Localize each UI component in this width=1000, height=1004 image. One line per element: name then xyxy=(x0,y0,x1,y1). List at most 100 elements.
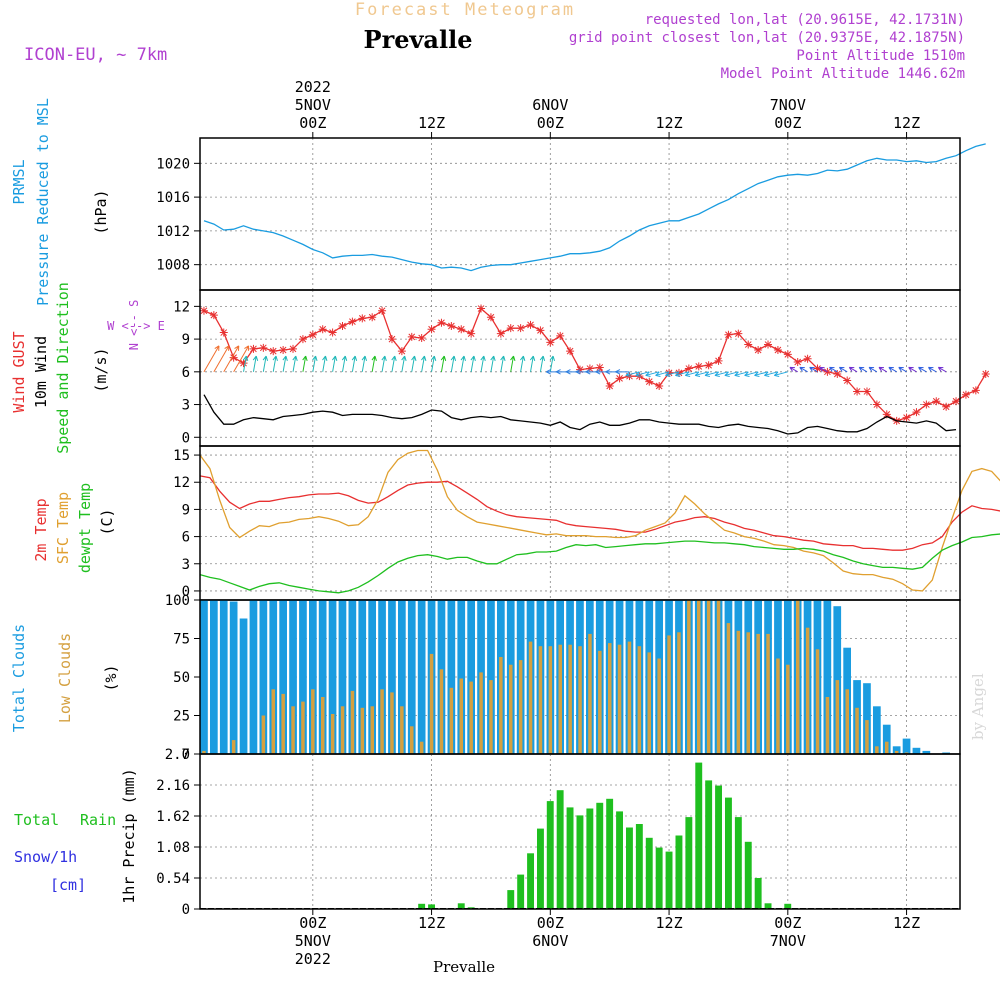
rain-bar xyxy=(566,807,574,909)
total-cloud-bar xyxy=(358,600,367,754)
rain-bar xyxy=(784,903,792,909)
wind-direction-arrow xyxy=(918,366,927,373)
wind-direction-arrow xyxy=(645,371,660,377)
rain-bar xyxy=(655,847,663,909)
rain-bar xyxy=(537,828,544,909)
low-cloud-bar xyxy=(459,678,463,754)
total-cloud-bar xyxy=(348,600,357,754)
y-tick-label: 75 xyxy=(173,632,190,648)
low-cloud-bar xyxy=(598,650,602,754)
gust-marker xyxy=(862,387,871,396)
gust-marker xyxy=(209,311,218,320)
bottom-time-label: 2022 xyxy=(295,950,331,968)
wind-direction-arrow xyxy=(694,371,709,377)
wind-labels: Wind GUST 10m Wind Speed and Direction (… xyxy=(10,282,165,454)
point-altitude: Point Altitude 1510m xyxy=(796,48,965,64)
gust-marker xyxy=(684,364,693,373)
low-cloud-bar xyxy=(756,633,760,754)
precip-labels: Total Rain Snow/1h [cm] 1hr Precip (mm) xyxy=(14,768,138,903)
temp-label-2: SFC Temp xyxy=(54,492,72,564)
gust-marker xyxy=(566,347,575,356)
y-tick-label: 25 xyxy=(173,709,190,725)
wind-direction-arrow xyxy=(519,355,526,372)
y-tick-label: 1008 xyxy=(156,258,190,274)
wind-direction-arrow xyxy=(361,355,368,372)
total-cloud-bar xyxy=(318,600,327,754)
low-cloud-bar xyxy=(865,720,869,754)
gust-marker xyxy=(942,402,951,411)
low-cloud-bar xyxy=(588,633,592,754)
total-cloud-bar xyxy=(259,600,268,754)
low-cloud-bar xyxy=(380,689,384,754)
wind-direction-arrow xyxy=(773,371,788,377)
top-time-label: 6NOV xyxy=(532,96,568,114)
low-cloud-bar xyxy=(894,750,899,754)
low-cloud-bar xyxy=(330,714,335,754)
clouds-panel: 0 25 50 75 100 xyxy=(165,593,961,763)
low-cloud-bar xyxy=(766,633,770,754)
rain-bar xyxy=(665,851,673,909)
pressure-labels: PRMSL Pressure Reduced to MSL (hPa) xyxy=(10,98,110,306)
requested-coords: requested lon,lat (20.9615E, 42.1731N) xyxy=(645,12,965,28)
gust-marker xyxy=(734,329,743,338)
wind-direction-arrow xyxy=(848,366,858,373)
low-cloud-bar xyxy=(538,646,543,754)
total-cloud-bar xyxy=(407,600,416,754)
bottom-time-label: 6NOV xyxy=(532,932,568,950)
watermark: by Angel xyxy=(969,673,987,740)
precip-label-snow: Snow/1h xyxy=(14,848,77,866)
gust-marker xyxy=(773,346,782,354)
wind-direction-arrow xyxy=(282,355,288,372)
gust-marker xyxy=(971,386,980,395)
gust-marker xyxy=(457,325,466,334)
gust-marker xyxy=(279,346,288,354)
wind-panel: 0 3 6 9 12 xyxy=(173,289,990,447)
total-cloud-bar xyxy=(447,600,456,754)
gust-marker xyxy=(249,344,258,353)
grid-point-coords: grid point closest lon,lat (20.9375E, 42… xyxy=(569,30,965,46)
rain-bar xyxy=(705,780,713,909)
gust-marker xyxy=(922,400,931,409)
wind-direction-arrow xyxy=(381,355,387,372)
wind-direction-arrow xyxy=(928,366,937,373)
y-tick-label: 3 xyxy=(182,557,190,573)
bottom-time-label: 7NOV xyxy=(770,932,806,950)
top-time-label: 00Z xyxy=(299,114,326,132)
gust-marker xyxy=(486,313,495,322)
wind-direction-arrow xyxy=(203,345,220,373)
y-tick-label: 3 xyxy=(182,398,190,414)
rain-bar xyxy=(556,790,564,909)
total-cloud-bar xyxy=(229,601,238,754)
rain-bar xyxy=(725,797,732,909)
wind-direction-arrow xyxy=(421,355,427,372)
top-time-label: 12Z xyxy=(656,114,683,132)
low-cloud-bar xyxy=(439,669,444,754)
low-cloud-bar xyxy=(518,660,523,754)
footer-location: Prevalle xyxy=(433,958,495,976)
y-tick-label: 9 xyxy=(182,502,190,518)
total-cloud-bar xyxy=(378,600,386,754)
gust-marker xyxy=(981,370,990,378)
low-cloud-bar xyxy=(568,644,572,754)
top-time-label: 12Z xyxy=(418,114,445,132)
total-cloud-bar xyxy=(467,600,475,754)
rain-bar xyxy=(626,827,633,909)
y-tick-label: 2.7 xyxy=(165,747,190,763)
total-cloud-bar xyxy=(239,618,248,754)
low-cloud-bar xyxy=(736,630,741,754)
gust-marker xyxy=(437,318,446,327)
rain-bar xyxy=(457,903,465,909)
y-tick-label: 6 xyxy=(182,365,190,381)
gust-marker xyxy=(605,382,614,390)
low-cloud-bar xyxy=(479,672,483,754)
low-cloud-bar xyxy=(469,681,473,754)
low-cloud-bar xyxy=(835,680,840,754)
gust-marker xyxy=(467,329,476,338)
total-cloud-bar xyxy=(417,600,426,754)
gust-marker xyxy=(219,328,228,337)
low-cloud-bar xyxy=(815,649,820,754)
gust-marker xyxy=(417,334,426,342)
bottom-time-label: 00Z xyxy=(299,914,326,932)
total-cloud-bar xyxy=(873,706,881,754)
gust-marker xyxy=(744,340,753,349)
